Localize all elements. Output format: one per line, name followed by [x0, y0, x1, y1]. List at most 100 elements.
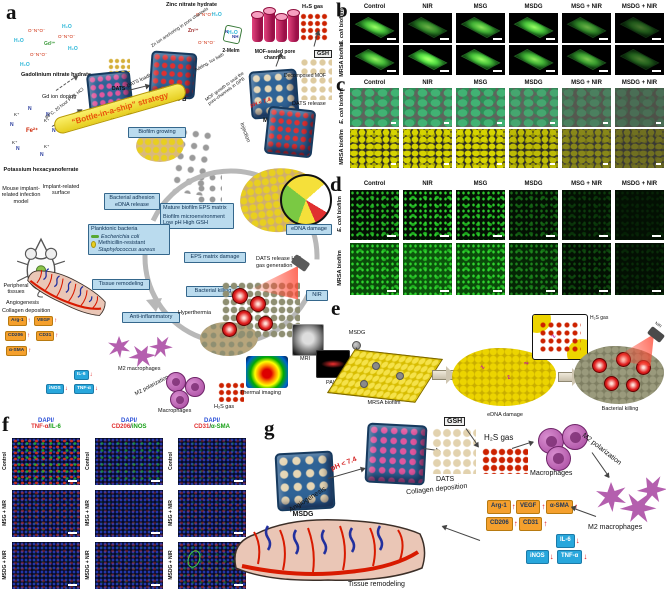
h2s-gas-label2: H₂S gas	[214, 404, 235, 410]
macrophage-cell	[185, 377, 205, 397]
col-header-msdg: MSDG	[524, 80, 543, 86]
n-atom: N	[40, 152, 44, 158]
f-row1-label: Control	[168, 452, 174, 470]
mrsa-biofilm-label: MRSA biofilm	[367, 400, 401, 406]
sem-c-mrsa-nir	[403, 129, 452, 168]
g-tissue-drawing	[234, 519, 426, 581]
h2s-dots-cluster	[218, 382, 244, 402]
col-header-msdg-nir: MSDG + NIR	[621, 181, 658, 187]
row-label-ecoli: E. coli biofilm	[339, 88, 345, 124]
micrograph-b-ecoli-msdg-nir	[615, 13, 664, 43]
mri-label: MRI	[300, 356, 311, 362]
marker-il6: IL-6 ↓	[74, 370, 93, 380]
g-msdg-label: MSDG	[292, 511, 314, 518]
fluor-d-mrsa-msg	[456, 243, 505, 295]
row-label-ecoli: E. coli biofilm	[337, 196, 343, 232]
col-header-control: Control	[363, 4, 386, 10]
m2-macrophages-label: M2 macrophages	[118, 366, 161, 372]
if-cd31-msg-nir	[178, 490, 246, 537]
edna-damage-callout: eDNA damage	[286, 224, 332, 235]
potassium-hexacyanoferrate-label: Potassium hexacyanoferrate	[3, 167, 79, 173]
macrophages-label: Macrophages	[158, 408, 192, 414]
if-cd31-msdg-nir	[178, 542, 246, 589]
sem-c-mrsa-msg-nir	[562, 129, 611, 168]
micrograph-b-ecoli-msdg	[509, 13, 558, 43]
f-row3-label: MSDG + NIR	[168, 550, 174, 580]
down-arrow: ↓	[575, 536, 580, 546]
g-marker-cd31: CD31 ↑	[519, 517, 547, 531]
water-label: H₂O	[228, 30, 238, 36]
k-ion: K⁺	[14, 112, 20, 117]
micrograph-b-ecoli-msg	[456, 13, 505, 43]
mrsa-icon	[91, 241, 97, 249]
nitrate-group: O⁻N⁺O⁻	[30, 52, 48, 57]
up-arrow: ↑	[55, 332, 59, 339]
g-m2-cell	[596, 482, 626, 512]
heated-bacterium	[258, 316, 273, 331]
col-header-msdg: MSDG	[524, 181, 543, 187]
sem-c-ecoli-msdg	[509, 88, 558, 127]
g-h2s-dots	[482, 448, 528, 474]
fluor-d-ecoli-msg	[456, 190, 505, 240]
k-ion: K⁺	[44, 118, 50, 123]
fluor-d-mrsa-control	[350, 243, 399, 295]
marker-cd206: CD206 ↑	[5, 331, 30, 341]
collagen-label: Collagen deposition	[2, 308, 51, 314]
up-arrow: ↑	[27, 317, 31, 324]
row-label-ecoli: E. coli biofilm	[339, 9, 345, 45]
nitrate-group: O⁻N⁺O⁻	[58, 34, 76, 39]
water-label: H₂O	[14, 38, 24, 44]
zn-ion: Zn²⁺	[188, 28, 199, 34]
g-marker-inos: iNOS ↓	[526, 550, 554, 564]
legend-title: Planktonic bacteria	[91, 226, 138, 232]
col-header-msg: MSG	[473, 181, 488, 187]
implant-surface-label: Implant-related surface	[42, 184, 80, 197]
zinc-nitrate-label: Zinc nitrate hydrate	[166, 2, 218, 8]
g-dats-gpb-cube	[364, 422, 428, 486]
fluor-d-ecoli-msdg-nir	[615, 190, 664, 240]
panel-a-label: a	[6, 0, 17, 24]
down-arrow: ↓	[89, 371, 93, 378]
col-header-msg: MSG	[473, 80, 488, 86]
peripheral-tissues-label: Peripheral tissues	[3, 283, 29, 296]
g-marker-vegf: VEGF ↑	[516, 500, 545, 514]
micrograph-b-mrsa-msg-nir	[562, 45, 611, 75]
f-row2-label: MSG + NIR	[85, 500, 91, 526]
micrograph-b-mrsa-msdg	[509, 45, 558, 75]
heated-bacterium	[222, 322, 237, 337]
f-col2-header: DAPI/CD206/iNOS	[111, 418, 147, 430]
pore-cylinder	[264, 8, 275, 42]
sem-c-mrsa-control	[350, 129, 399, 168]
water-label: H₂O	[62, 24, 72, 30]
angiogenesis-label: Angiogenesis	[6, 300, 40, 306]
mature-biofilm-text: Mature biofilm EPS matrix	[163, 205, 227, 211]
col-header-nir: NIR	[422, 4, 433, 10]
marker-vegf: VEGF ↑	[34, 316, 57, 326]
bacterial-killing-label: Bacterial killing	[601, 406, 639, 412]
g-marker-il6: IL-6 ↓	[556, 534, 580, 548]
planktonic-legend: Planktonic bacteria Escherichia coli Met…	[88, 224, 170, 256]
f-row1-label: Control	[2, 452, 8, 470]
up-arrow: ↑	[28, 347, 32, 354]
eps-damage-callout: EPS matrix damage	[184, 252, 246, 263]
pore-cylinder	[252, 12, 263, 42]
panel-e-label: e	[331, 296, 341, 320]
g-h2s-label: H₂S gas	[484, 433, 514, 442]
inset-h2s-label: H₂S gas	[590, 315, 609, 321]
edna-strand: ∿	[480, 365, 486, 371]
if-cd31-control	[178, 438, 246, 485]
gd-ion-label: Gd³⁺	[44, 41, 56, 47]
up-arrow: ↑	[511, 502, 516, 512]
gadolinium-nitrate-label: Gadolinium nitrate hydrate	[21, 72, 91, 78]
dats-release-cube	[263, 105, 317, 159]
decomposed-mof-label: Decomposed MOF	[284, 73, 326, 79]
if-tnf-msg-nir	[12, 490, 80, 537]
mrsa-name-2: Staphylococcus aureus	[98, 246, 156, 253]
f-row3-label: MSDG + NIR	[2, 550, 8, 580]
mof-growth-label: MOF growth to seal the pore-channels in …	[204, 70, 246, 107]
n-atom: N	[28, 106, 32, 112]
fluor-d-ecoli-control	[350, 190, 399, 240]
g-markers-to-tissue-arrow	[442, 526, 481, 541]
col-header-nir: NIR	[422, 80, 433, 86]
sem-c-ecoli-nir	[403, 88, 452, 127]
